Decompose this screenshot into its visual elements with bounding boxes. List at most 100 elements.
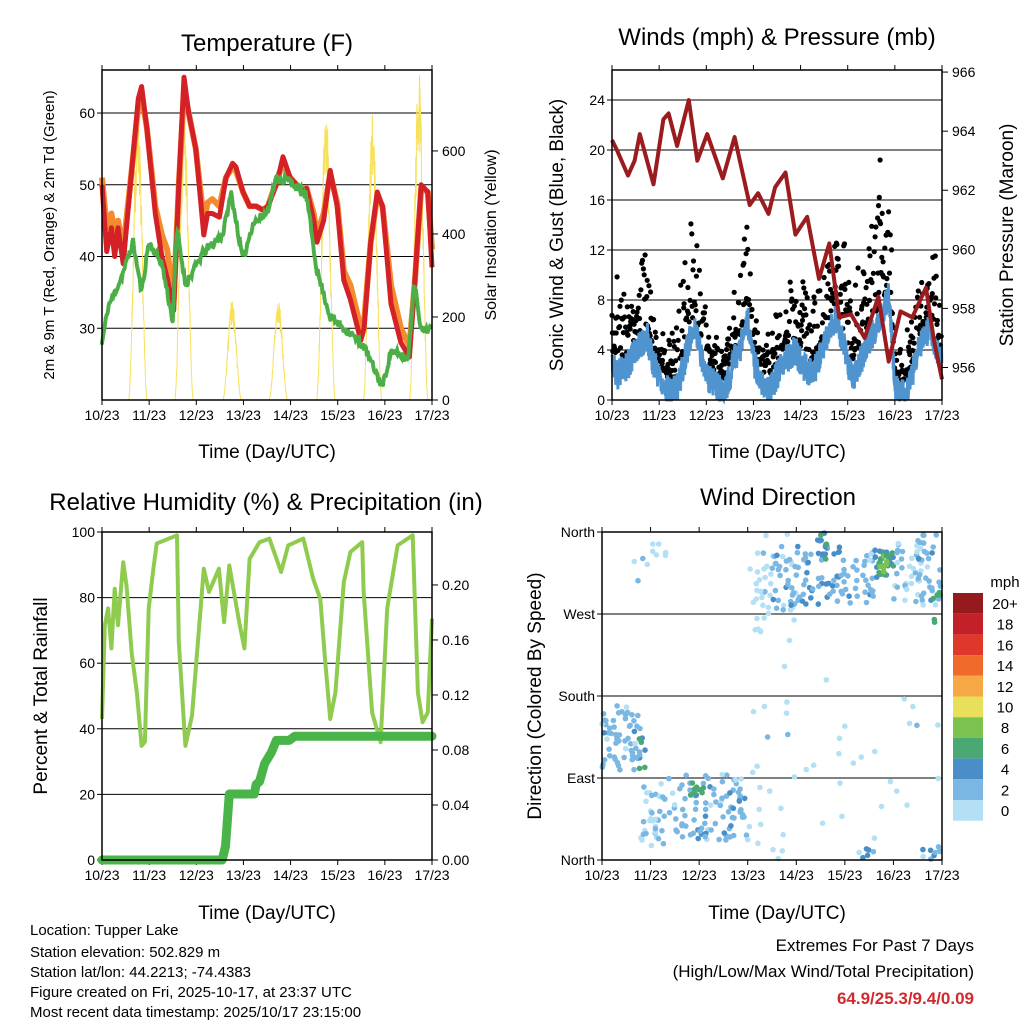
wind-direction-point: [692, 806, 699, 813]
wind-direction-point: [914, 722, 920, 729]
wind-direction-point: [727, 790, 733, 796]
wind-direction-point: [915, 555, 922, 562]
gust-point: [765, 331, 771, 337]
gust-point: [624, 304, 630, 310]
wind-direction-point: [731, 815, 737, 821]
wind-direction-point: [687, 832, 694, 838]
wind-direction-point: [850, 564, 856, 570]
gust-point: [872, 234, 878, 240]
wind-direction-point: [658, 781, 664, 787]
right-y-tick-label: 964: [952, 123, 976, 139]
wind-direction-point: [816, 583, 822, 590]
wind-direction-point: [815, 550, 822, 557]
humidity-xlabel: Time (Day/UTC): [198, 903, 336, 924]
right-y-tick-label: 0.08: [442, 742, 469, 758]
y-tick-label: 0: [597, 392, 605, 408]
wind-direction-point: [842, 723, 848, 729]
wind-direction-point: [869, 575, 876, 582]
wind-direction-ylabel: Direction (Colored By Speed): [525, 572, 546, 819]
wind-direction-point: [725, 809, 732, 815]
wind-direction-point: [815, 575, 822, 582]
gust-point: [787, 279, 793, 285]
wind-direction-point: [909, 555, 915, 562]
wind-direction-point: [683, 823, 689, 829]
wind-direction-point: [659, 794, 666, 800]
wind-direction-point: [846, 593, 852, 599]
wind-direction-point: [702, 813, 709, 819]
gust-point: [799, 328, 805, 334]
wind-direction-point: [920, 602, 926, 608]
gust-point: [852, 282, 859, 288]
y-tick-label: 30: [79, 320, 95, 336]
gust-point: [798, 322, 804, 328]
gust-point: [726, 325, 733, 331]
wind-direction-point: [760, 602, 766, 609]
wind-direction-point: [679, 782, 685, 788]
y-tick-label: West: [563, 606, 595, 622]
wind-direction-point: [636, 765, 643, 772]
gust-point: [635, 305, 641, 311]
wind-direction-point: [920, 846, 926, 853]
wind-direction-point: [908, 573, 915, 580]
wind-direction-point: [786, 556, 793, 563]
gust-point: [886, 209, 892, 215]
gust-point: [879, 210, 885, 216]
gust-point: [894, 357, 900, 363]
gust-point: [753, 318, 759, 324]
wind-direction-point: [877, 548, 883, 554]
gust-point: [876, 194, 882, 200]
gust-point: [742, 300, 748, 306]
right-y-tick-label: 0: [442, 392, 450, 408]
wind-direction-point: [707, 802, 714, 808]
gust-point: [867, 253, 873, 259]
gust-point: [866, 246, 872, 252]
gust-point: [718, 348, 725, 354]
wind-direction-point: [838, 572, 844, 579]
wind-direction-point: [864, 852, 871, 859]
gust-point: [799, 302, 805, 308]
x-tick-label: 16/23: [367, 867, 402, 883]
gust-point: [701, 316, 707, 322]
wind-direction-point: [780, 607, 786, 613]
gust-point: [876, 289, 882, 295]
gust-point: [789, 296, 795, 302]
wind-direction-point: [864, 552, 870, 559]
wind-direction-point: [795, 543, 801, 550]
wind-direction-point: [738, 806, 744, 813]
wind-direction-point: [822, 556, 829, 562]
y-tick-label: 0: [87, 852, 95, 868]
wind-direction-point: [730, 805, 737, 812]
wind-direction-point: [652, 816, 658, 823]
gust-point: [791, 303, 798, 309]
wind-direction-point: [633, 754, 640, 761]
wind-direction-point: [691, 786, 698, 792]
gust-point: [702, 304, 708, 310]
gust-point: [682, 260, 688, 266]
wind-direction-point: [796, 594, 803, 600]
wind-direction-point: [605, 730, 612, 736]
wind-direction-point: [791, 774, 798, 780]
temperature-xlabel: Time (Day/UTC): [198, 442, 336, 463]
plot-border: [101, 69, 433, 401]
wind-direction-point: [891, 596, 897, 602]
wind-direction-point: [872, 547, 878, 553]
gust-point: [690, 258, 697, 264]
x-tick-label: 14/23: [779, 867, 814, 883]
wind-direction-point: [636, 749, 643, 755]
wind-direction-point: [935, 844, 942, 850]
wind-direction-point: [793, 572, 800, 578]
gust-point: [696, 267, 703, 273]
gust-point: [724, 346, 730, 353]
wind-direction-point: [931, 619, 938, 625]
wind-direction-point: [617, 767, 623, 773]
wind-direction-point: [679, 806, 686, 813]
wind-direction-point: [666, 775, 672, 782]
gust-point: [804, 330, 810, 336]
wind-direction-point: [808, 551, 814, 558]
wind-direction-point: [627, 741, 634, 747]
wind-direction-point: [935, 775, 942, 782]
wind-direction-point: [773, 560, 779, 567]
wind-direction-point: [631, 718, 637, 724]
extremes-values: 64.9/25.3/9.4/0.09: [837, 989, 974, 1008]
plot-panel-1: 10/23 11/23 12/23 13/23 14/23 15/23 16/23 17/23…: [589, 65, 960, 423]
